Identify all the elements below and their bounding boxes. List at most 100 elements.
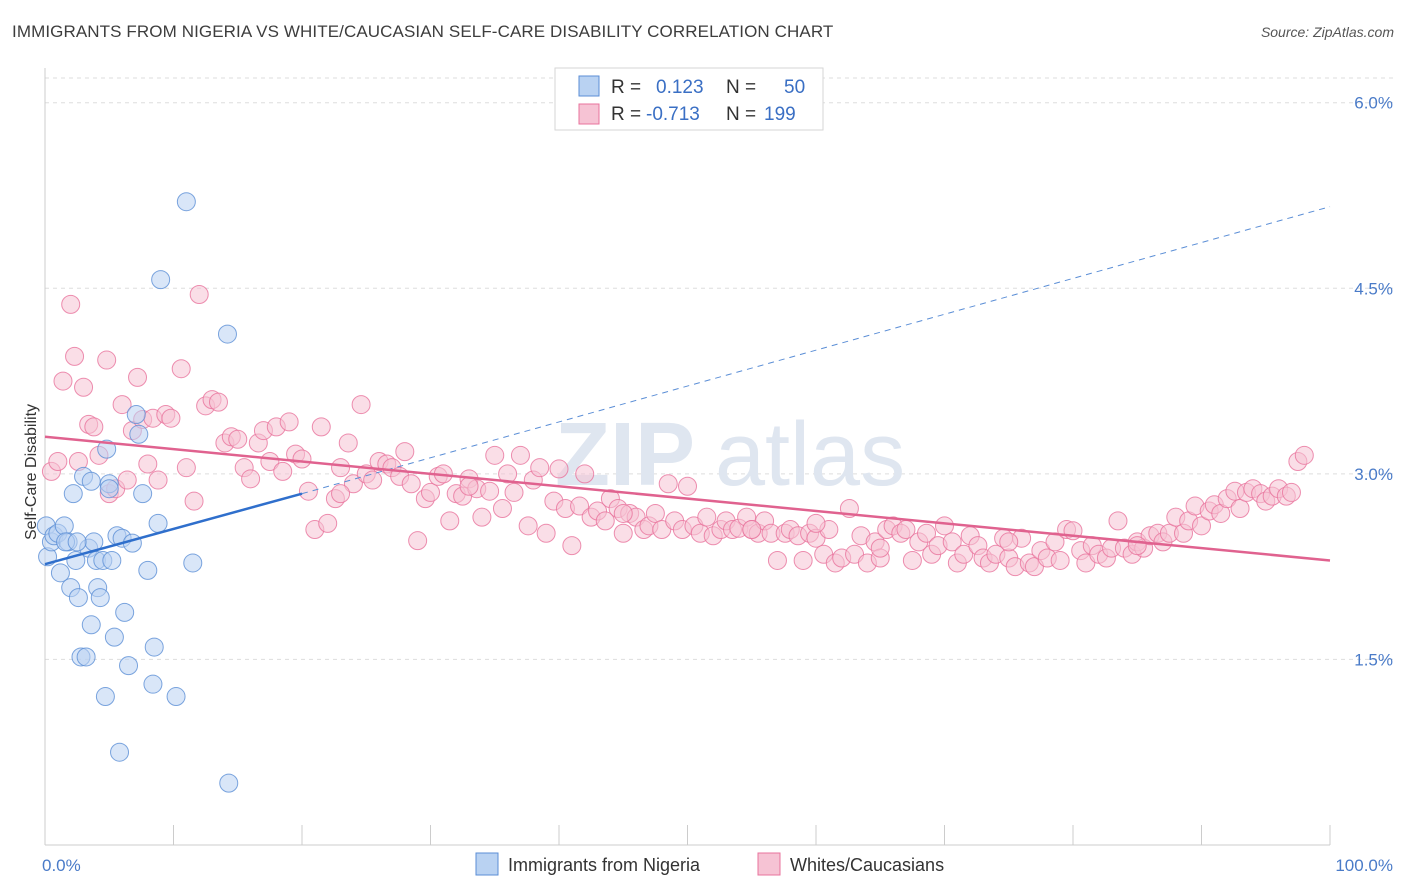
nigeria-point-11[interactable] [68, 588, 88, 608]
white-point-76[interactable] [510, 445, 530, 465]
white-point-13[interactable] [112, 395, 132, 415]
white-point-75[interactable] [504, 482, 524, 502]
nigeria-point-31[interactable] [115, 602, 135, 622]
white-point-29[interactable] [208, 392, 228, 412]
white-point-82[interactable] [549, 459, 569, 479]
nigeria-point-9[interactable] [63, 484, 83, 504]
white-point-34[interactable] [241, 469, 261, 489]
white-point-43[interactable] [298, 481, 318, 501]
white-point-50[interactable] [343, 474, 363, 494]
white-point-86[interactable] [575, 464, 595, 484]
nigeria-point-45[interactable] [217, 324, 237, 344]
nigeria-point-14[interactable] [76, 647, 96, 667]
nigeria-point-43[interactable] [176, 192, 196, 212]
white-point-142[interactable] [935, 516, 954, 536]
white-point-201[interactable] [613, 503, 633, 523]
white-point-169[interactable] [1108, 511, 1128, 531]
white-point-14[interactable] [117, 470, 137, 490]
nigeria-point-40[interactable] [148, 513, 168, 533]
nigeria-point-35[interactable] [129, 424, 149, 444]
white-point-105[interactable] [697, 507, 717, 527]
nigeria-point-27[interactable] [104, 627, 124, 647]
white-point-3[interactable] [61, 294, 81, 314]
white-point-84[interactable] [562, 536, 582, 556]
white-point-74[interactable] [498, 464, 518, 484]
white-point-89[interactable] [595, 511, 615, 531]
nigeria-point-49[interactable] [67, 532, 87, 552]
white-point-202[interactable] [742, 520, 762, 540]
nigeria-point-44[interactable] [183, 553, 203, 573]
white-point-60[interactable] [408, 531, 428, 551]
white-point-80[interactable] [536, 523, 556, 543]
white-point-206[interactable] [806, 513, 826, 533]
white-point-58[interactable] [395, 442, 415, 462]
nigeria-point-29[interactable] [110, 742, 130, 762]
white-point-20[interactable] [148, 470, 168, 490]
nigeria-point-24[interactable] [97, 439, 117, 459]
white-point-53[interactable] [363, 470, 383, 490]
nigeria-point-23[interactable] [95, 687, 115, 707]
white-point-77[interactable] [518, 516, 538, 536]
nigeria-point-34[interactable] [126, 404, 146, 424]
nigeria-point-21[interactable] [90, 588, 110, 608]
white-point-62[interactable] [421, 482, 440, 502]
white-point-198[interactable] [1294, 445, 1314, 465]
white-point-49[interactable] [338, 433, 358, 453]
nigeria-point-39[interactable] [144, 637, 164, 657]
white-point-200[interactable] [459, 476, 479, 496]
white-point-18[interactable] [138, 454, 158, 474]
white-point-72[interactable] [485, 445, 505, 465]
white-point-97[interactable] [645, 503, 665, 523]
white-point-48[interactable] [331, 458, 351, 478]
scatter-points[interactable] [36, 192, 1314, 793]
white-point-26[interactable] [189, 284, 209, 304]
nigeria-point-5[interactable] [50, 563, 70, 583]
white-point-22[interactable] [161, 408, 181, 428]
white-point-102[interactable] [678, 476, 697, 496]
white-point-139[interactable] [917, 523, 937, 543]
white-point-116[interactable] [767, 550, 787, 570]
white-point-10[interactable] [97, 350, 117, 370]
white-point-205[interactable] [1127, 536, 1147, 556]
nigeria-point-36[interactable] [133, 484, 153, 504]
white-point-79[interactable] [530, 458, 550, 478]
white-point-59[interactable] [401, 474, 421, 494]
nigeria-point-47[interactable] [102, 550, 122, 570]
white-point-196[interactable] [1281, 482, 1301, 502]
nigeria-point-38[interactable] [143, 674, 163, 694]
white-point-204[interactable] [999, 532, 1019, 552]
white-point-45[interactable] [311, 417, 331, 437]
white-point-73[interactable] [492, 499, 512, 519]
white-point-51[interactable] [351, 395, 371, 415]
nigeria-point-37[interactable] [138, 560, 158, 580]
white-point-23[interactable] [171, 359, 191, 379]
white-point-42[interactable] [292, 449, 312, 469]
white-point-143[interactable] [942, 532, 962, 552]
nigeria-point-42[interactable] [166, 687, 186, 707]
white-point-71[interactable] [480, 481, 500, 501]
white-point-120[interactable] [793, 550, 813, 570]
white-point-16[interactable] [128, 367, 148, 387]
white-point-46[interactable] [318, 513, 338, 533]
white-point-70[interactable] [472, 507, 492, 527]
white-point-203[interactable] [870, 538, 890, 558]
white-point-8[interactable] [84, 417, 104, 437]
white-point-145[interactable] [954, 544, 974, 564]
white-point-182[interactable] [1192, 516, 1211, 536]
white-point-2[interactable] [53, 371, 73, 391]
white-point-188[interactable] [1230, 499, 1250, 519]
white-point-199[interactable] [331, 484, 351, 504]
white-point-99[interactable] [658, 474, 678, 494]
white-point-39[interactable] [273, 461, 293, 481]
nigeria-point-41[interactable] [151, 270, 171, 290]
white-point-160[interactable] [1050, 550, 1070, 570]
nigeria-point-17[interactable] [81, 615, 101, 635]
white-point-65[interactable] [440, 511, 460, 531]
white-point-6[interactable] [74, 377, 94, 397]
white-point-25[interactable] [184, 491, 204, 511]
white-point-4[interactable] [65, 346, 85, 366]
nigeria-point-46[interactable] [219, 773, 239, 793]
nigeria-point-33[interactable] [119, 656, 139, 676]
white-point-40[interactable] [279, 412, 299, 432]
white-point-85[interactable] [570, 496, 590, 516]
